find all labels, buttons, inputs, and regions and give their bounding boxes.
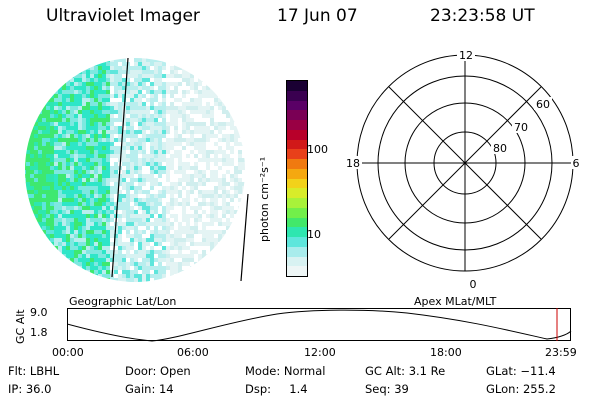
mlt-12-label: 12: [459, 49, 473, 62]
alt-plot-tick-0600: 06:00: [177, 346, 209, 359]
color-scale-bar: [286, 80, 308, 277]
ip-value: IP: 36.0: [8, 382, 52, 396]
colorbar-segment: [287, 90, 307, 101]
filter-value: Flt: LBHL: [8, 364, 60, 378]
colorbar-segment: [287, 81, 307, 91]
mlt-18-label: 18: [346, 157, 360, 170]
alt-plot-tick-2359: 23:59: [545, 346, 577, 359]
colorbar-segment: [287, 237, 307, 247]
date-label: 17 Jun 07: [277, 6, 358, 26]
colorbar-segment: [287, 129, 307, 140]
glat-value: GLat: −11.4: [486, 364, 556, 378]
mode-value: Mode: Normal: [245, 364, 326, 378]
colorbar-segment: [287, 246, 307, 257]
gc-altitude-value: GC Alt: 3.1 Re: [365, 364, 446, 378]
colorbar-segment: [287, 207, 307, 218]
alt-plot-ybottom: 1.8: [30, 326, 48, 339]
apex-panel-label: Apex MLat/MLT: [414, 295, 497, 308]
colorbar-segment: [287, 198, 307, 208]
geographic-aurora-image: [25, 57, 249, 282]
colorbar-segment: [287, 266, 307, 276]
colorbar-segment: [287, 149, 307, 159]
colorbar-segment: [287, 139, 307, 150]
lat-80-label: 80: [493, 142, 507, 155]
colorbar-segment: [287, 227, 307, 237]
sequence-value: Seq: 39: [365, 382, 409, 396]
colorbar-segment: [287, 168, 307, 179]
limb-line: [240, 193, 249, 282]
geographic-panel-label: Geographic Lat/Lon: [69, 295, 177, 308]
colorbar-segment: [287, 159, 307, 169]
mlt-0-label: 0: [470, 278, 477, 290]
time-label: 23:23:58 UT: [430, 6, 535, 26]
mlt-6-label: 6: [573, 157, 580, 170]
lat-70-label: 70: [514, 121, 528, 134]
alt-plot-ylabel: GC Alt: [14, 309, 27, 344]
colorbar-segment: [287, 256, 307, 267]
colorbar-segment: [287, 110, 307, 120]
colorbar-tick-100: 100: [307, 143, 328, 156]
apex-polar-grid: 12 18 6 0 60 70 80: [344, 48, 581, 290]
colorbar-tick-10: 10: [307, 228, 321, 241]
altitude-orbit-plot: [67, 308, 572, 342]
altitude-curve: [67, 309, 572, 342]
alt-plot-tick-1800: 18:00: [430, 346, 462, 359]
lat-60-label: 60: [536, 98, 550, 111]
colorbar-segment: [287, 100, 307, 111]
colorbar-unit-label: photon cm⁻²s⁻¹: [258, 156, 271, 242]
alt-plot-tick-1200: 12:00: [304, 346, 336, 359]
door-status: Door: Open: [125, 364, 191, 378]
instrument-title: Ultraviolet Imager: [46, 6, 200, 26]
glon-value: GLon: 255.2: [486, 382, 556, 396]
alt-plot-ytop: 9.0: [30, 306, 48, 319]
colorbar-segment: [287, 188, 307, 198]
colorbar-segment: [287, 120, 307, 130]
colorbar-segment: [287, 178, 307, 189]
colorbar-segment: [287, 217, 307, 228]
dsp-value: Dsp: 1.4: [245, 382, 308, 396]
terminator-line: [111, 57, 129, 278]
gain-value: Gain: 14: [125, 382, 174, 396]
alt-plot-tick-0000: 00:00: [52, 346, 84, 359]
